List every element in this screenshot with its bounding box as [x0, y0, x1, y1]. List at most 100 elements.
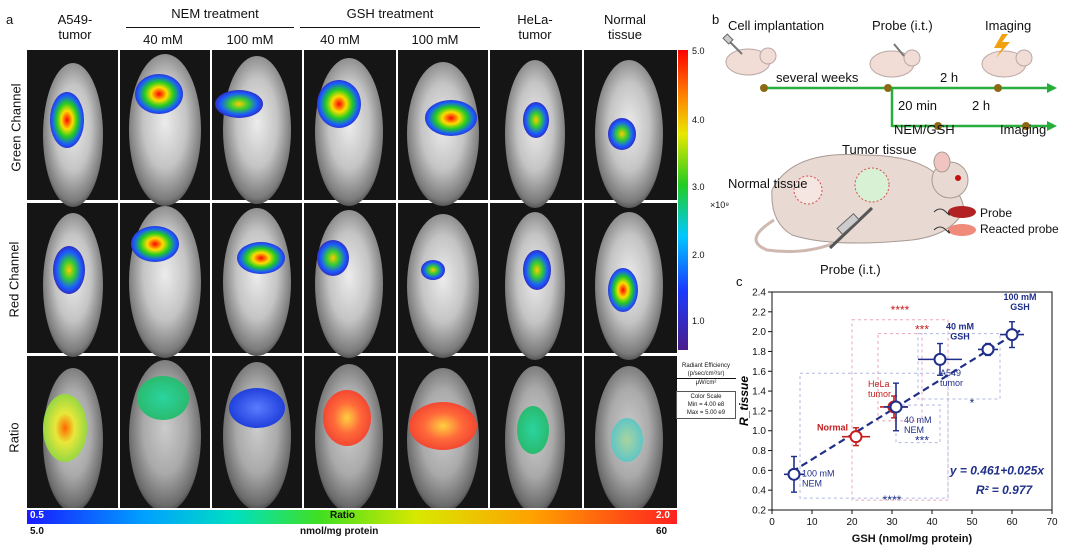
label-hela-line0: HeLa: [868, 379, 890, 389]
probe-bottom-label: Probe (i.t.): [820, 262, 881, 277]
label-gsh40-line0: 40 mM: [946, 322, 974, 332]
signal-row2: [53, 226, 638, 312]
label-a549-line0: A549: [940, 368, 961, 378]
col-label-nem100: 100 mM: [226, 32, 274, 47]
label-a549-line1: tumor: [940, 378, 963, 388]
row-label-ratio: Ratio: [6, 422, 22, 453]
data-point: [787, 467, 801, 481]
radiance-title: Radiant Efficiency: [682, 363, 730, 369]
x-tick-label: 70: [1046, 517, 1058, 528]
several-weeks-label: several weeks: [776, 70, 859, 85]
x-tick-label: 50: [966, 517, 978, 528]
radiance-scale-box: Color Scale Min = 4.00 e8 Max = 5.00 e9: [676, 391, 736, 419]
row-label-red: Red Channel: [6, 241, 22, 318]
data-point: [933, 352, 947, 366]
sig-box-4star-red: [851, 319, 949, 501]
radiance-scale-title: Color Scale: [690, 394, 722, 400]
signal-row3: [43, 376, 643, 462]
data-point: [1005, 328, 1019, 342]
group-gsh-line: [300, 27, 480, 28]
colorbar-tick-2: 2.0: [692, 250, 705, 260]
x-tick-label: 10: [806, 517, 818, 528]
x-tick-label: 20: [846, 517, 858, 528]
chart-frame: [771, 291, 1053, 511]
mouse-icon-1: [722, 33, 777, 76]
sig-4star-top: ****: [891, 303, 910, 317]
label-hela-line1: tumor: [868, 389, 891, 399]
sig-3star-mid: ***: [915, 434, 929, 448]
col-label-gsh100: 100 mM: [411, 32, 459, 47]
y-tick-label: 1.4: [752, 387, 766, 398]
nem-gsh-label: NEM/GSH: [894, 122, 955, 137]
colorbar-tick-4: 4.0: [692, 115, 705, 125]
x-tick-label: 30: [886, 517, 898, 528]
ratio-min: 0.5: [30, 510, 44, 521]
label-gsh100-line1: GSH: [1010, 302, 1030, 312]
data-point: [981, 342, 995, 356]
sig-box-star-blue: [917, 333, 1001, 400]
label-gsh100-line0: 100 mM: [1003, 292, 1036, 302]
radiance-colorbar: [678, 50, 688, 350]
panel-b-letter: b: [712, 12, 720, 27]
signal-row1: [50, 74, 636, 150]
x-tick-label: 40: [926, 517, 938, 528]
y-tick-label: 0.8: [752, 446, 766, 457]
twenty-min-label: 20 min: [898, 98, 938, 113]
tumor-tissue-label: Tumor tissue: [842, 142, 917, 157]
y-tick-label: 1.6: [752, 367, 766, 378]
ratio-max: 2.0: [656, 510, 670, 521]
mouse-icon-3: [981, 34, 1033, 78]
y-tick-label: 1.2: [752, 406, 766, 417]
colorbar-tick-1: 1.0: [692, 316, 705, 326]
imaging-top-label: Imaging: [985, 18, 1032, 33]
image-grid: [27, 50, 677, 514]
x-axis-label: GSH (nmol/mg protein): [852, 533, 973, 545]
group-nem-line: [126, 27, 294, 28]
ratio-label: Ratio: [330, 510, 355, 521]
y-tick-label: 0.6: [752, 466, 766, 477]
two-h-top-label: 2 h: [940, 70, 959, 85]
y-tick-label: 1.8: [752, 347, 766, 358]
label-nem40-line0: 40 mM: [904, 415, 932, 425]
label-gsh40-line1: GSH: [950, 332, 970, 342]
data-point: [849, 430, 863, 444]
gsh-min: 5.0: [30, 526, 44, 537]
gsh-ratio-chart: 0 10 20 30 40 50 60 70 0.2 0.4 0.6 0.8 1.0 1.2 1.4 1.6 1…: [737, 288, 1058, 546]
label-nem40-line1: NEM: [904, 425, 924, 435]
sig-star: *: [970, 396, 975, 410]
radiance-unit1: (p/sec/cm²/sr): [676, 370, 736, 379]
fit-equation: y = 0.461+0.025x: [949, 463, 1045, 477]
radiance-unit2: μW/cm²: [695, 380, 717, 386]
mouse-icon-2: [869, 43, 921, 78]
row-label-green: Green Channel: [8, 83, 24, 172]
label-normal: Normal: [817, 423, 848, 433]
colorbar-tick-5: 5.0: [692, 46, 705, 56]
legend-reacted-label: Reacted probe: [980, 222, 1059, 236]
probe-it-label: Probe (i.t.): [872, 18, 933, 33]
y-tick-label: 2.0: [752, 327, 766, 338]
y-tick-label: 2.4: [752, 288, 766, 299]
col-label-normal: Normal tissue: [604, 12, 646, 42]
sig-box-3star-red: [877, 333, 923, 422]
colorbar-exponent: ×10⁹: [710, 200, 730, 210]
fit-r2: R² = 0.977: [976, 483, 1034, 497]
sig-4star-bottom: ****: [883, 493, 902, 507]
sig-box-4star-blue: [799, 372, 949, 499]
col-label-hela: HeLa- tumor: [517, 12, 553, 42]
imaging-bottom-label: Imaging: [1000, 122, 1047, 137]
y-axis-label: R_tissue: [737, 376, 751, 426]
col-label-a549: A549- tumor: [57, 12, 93, 42]
label-nem100-line1: NEM: [802, 478, 822, 488]
x-tick-label: 0: [769, 517, 775, 528]
label-nem100-line0: 100 mM: [802, 468, 835, 478]
y-tick-label: 1.0: [752, 426, 766, 437]
gsh-unit: nmol/mg protein: [300, 526, 379, 537]
image-grid-svg: [27, 50, 677, 514]
big-mouse-illustration: [754, 151, 969, 254]
panel-c-letter: c: [736, 274, 743, 289]
two-h-bottom-label: 2 h: [972, 98, 991, 113]
y-tick-label: 2.2: [752, 307, 766, 318]
radiance-scale-max: Max = 5.00 e9: [686, 410, 726, 416]
col-label-nem40: 40 mM: [143, 32, 183, 47]
y-tick-label: 0.4: [752, 486, 766, 497]
